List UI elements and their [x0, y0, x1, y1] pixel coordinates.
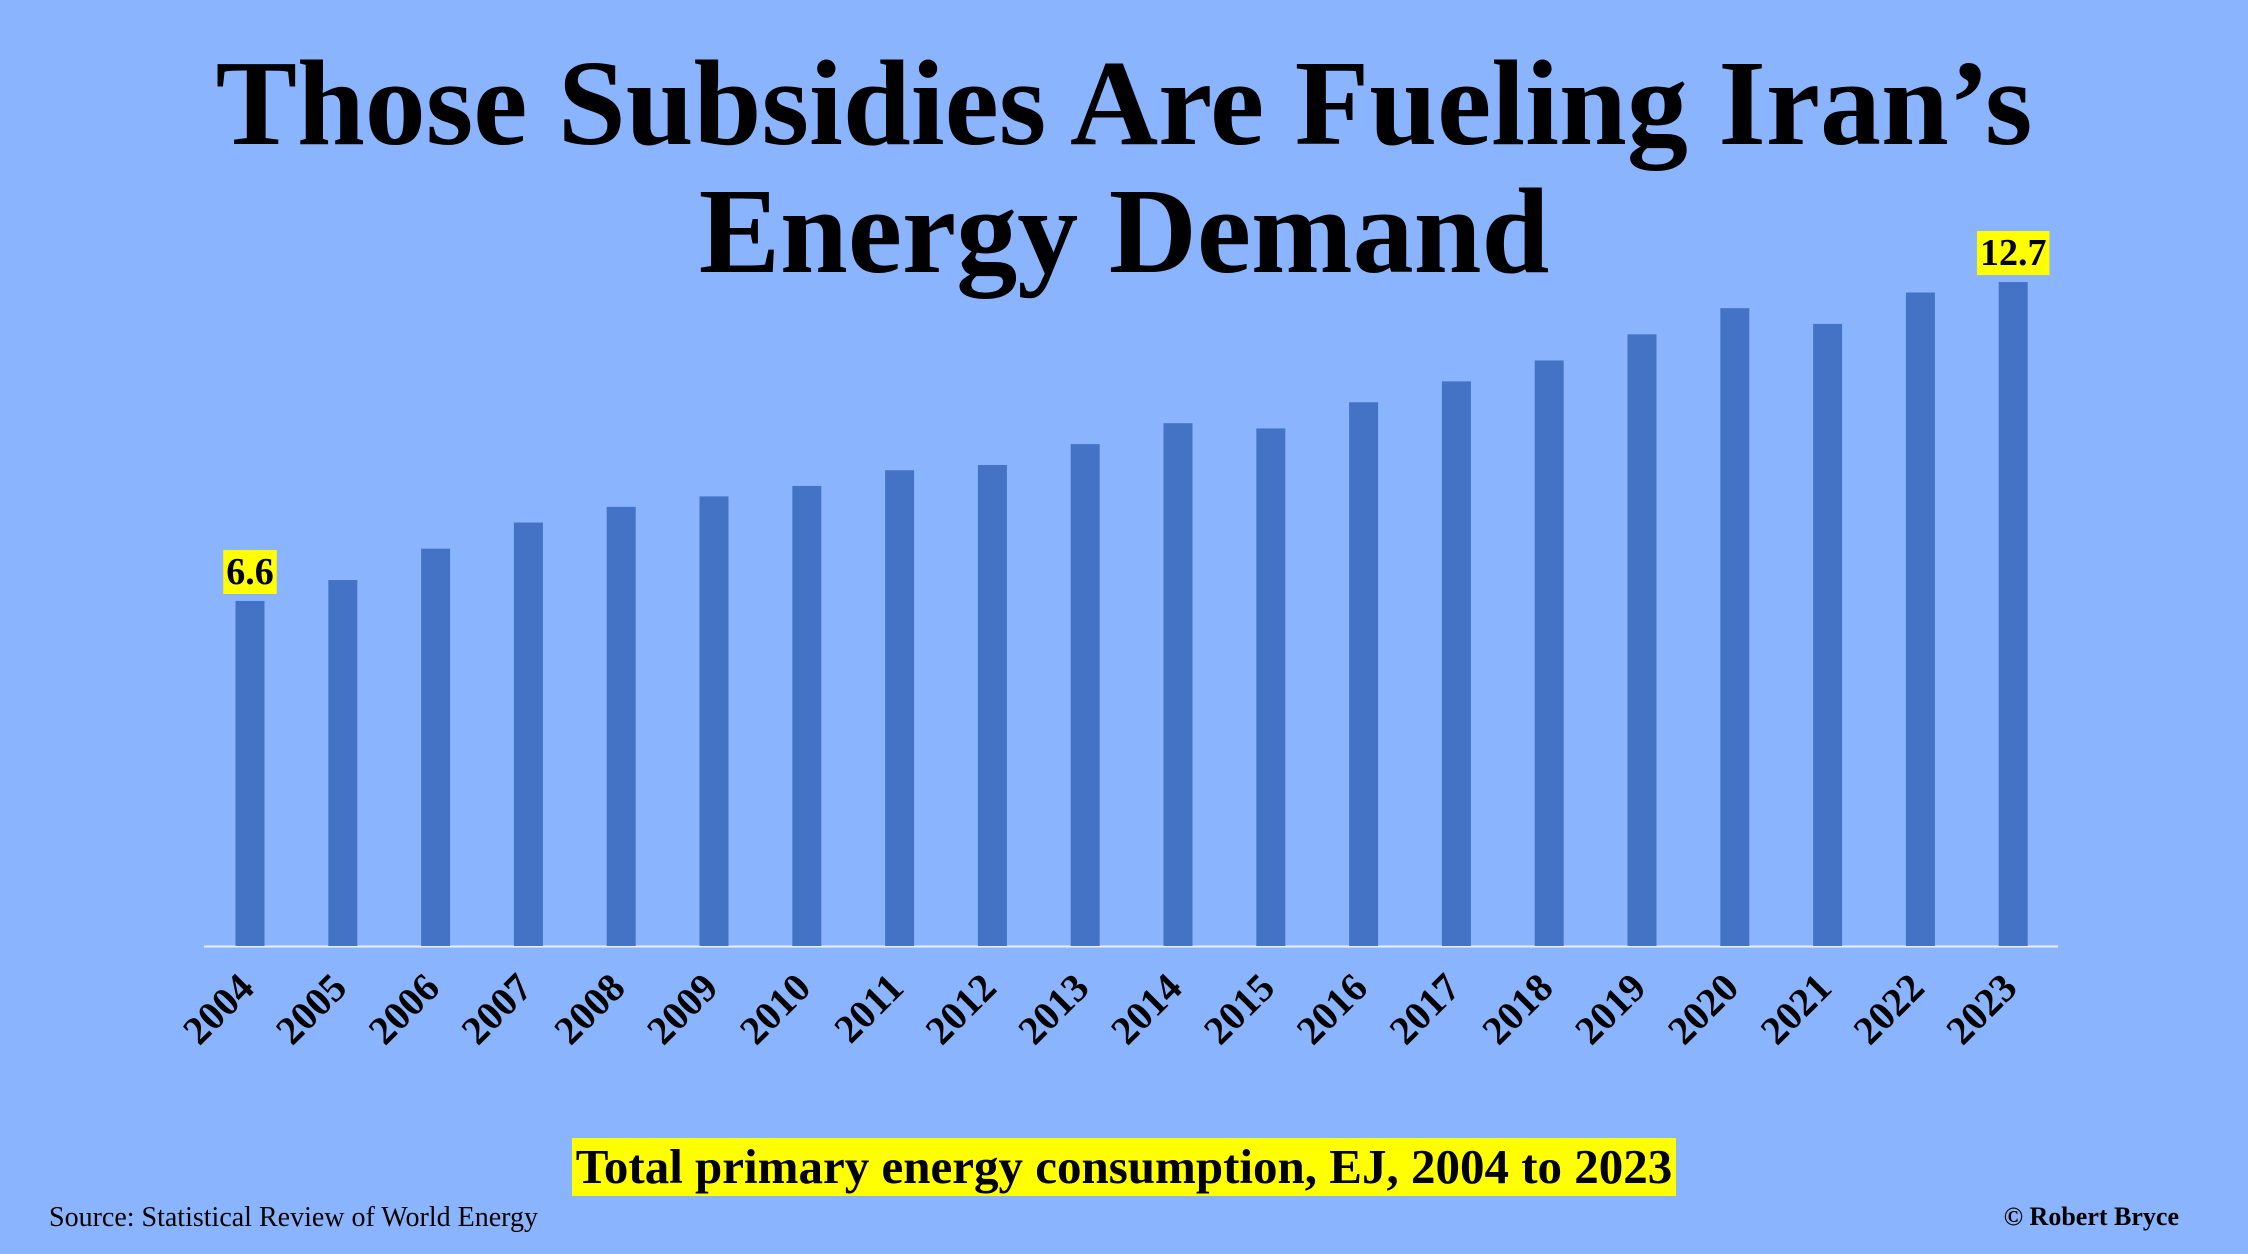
bar-2009: [699, 496, 729, 946]
bar-2011: [885, 470, 915, 946]
bar-2014: [1163, 423, 1193, 946]
bar-2008: [606, 506, 636, 946]
bar-2016: [1349, 402, 1379, 946]
x-tick-label-2022: 2022: [1844, 965, 1932, 1053]
x-tick-label-2009: 2009: [638, 965, 726, 1053]
bar-2020: [1720, 308, 1750, 946]
svg-text:12.7: 12.7: [1980, 232, 2047, 274]
x-tick-label-2017: 2017: [1380, 965, 1468, 1053]
title-line-2: Energy Demand: [698, 164, 1550, 299]
bar-2013: [1070, 444, 1100, 946]
x-tick-label-2004: 2004: [174, 965, 262, 1053]
bar-2012: [977, 465, 1007, 946]
x-tick-label-2016: 2016: [1288, 965, 1376, 1053]
chart-subtitle: Total primary energy consumption, EJ, 20…: [571, 1138, 1677, 1196]
bar-2018: [1534, 360, 1564, 946]
bar-2023: [1998, 282, 2028, 946]
x-tick-label-2012: 2012: [916, 965, 1004, 1053]
x-tick-label-2010: 2010: [731, 965, 819, 1053]
svg-text:6.6: 6.6: [226, 551, 274, 593]
x-tick-label-2019: 2019: [1566, 965, 1654, 1053]
chart-title: Those Subsidies Are Fueling Iran’s Energ…: [0, 40, 2248, 296]
x-tick-label-2018: 2018: [1473, 965, 1561, 1053]
x-tick-label-2006: 2006: [360, 965, 448, 1053]
x-tick-label-2020: 2020: [1659, 965, 1747, 1053]
copyright-credit: © Robert Bryce: [2003, 1202, 2179, 1231]
bar-2017: [1441, 381, 1471, 947]
bar-2022: [1905, 292, 1935, 947]
x-tick-label-2014: 2014: [1102, 965, 1190, 1053]
bar-2010: [792, 485, 822, 946]
x-tick-label-2013: 2013: [1009, 965, 1097, 1053]
bar-2015: [1256, 428, 1286, 946]
bar-2021: [1813, 323, 1843, 946]
x-tick-label-2008: 2008: [545, 965, 633, 1053]
x-tick-label-2021: 2021: [1752, 965, 1840, 1053]
x-tick-label-2007: 2007: [452, 965, 540, 1053]
bar-2019: [1627, 334, 1657, 946]
data-label-2004: 6.6: [223, 549, 277, 594]
data-label-2023: 12.7: [1976, 231, 2050, 276]
bar-2007: [513, 522, 543, 946]
x-tick-label-2023: 2023: [1937, 965, 2025, 1053]
bar-2005: [328, 580, 358, 946]
x-tick-label-2011: 2011: [825, 965, 912, 1052]
x-tick-label-2005: 2005: [267, 965, 355, 1053]
source-note: Source: Statistical Review of World Ener…: [49, 1202, 538, 1233]
bar-2004: [235, 600, 265, 946]
bar-2006: [421, 548, 451, 946]
title-line-1: Those Subsidies Are Fueling Iran’s: [215, 36, 2033, 171]
x-tick-label-2015: 2015: [1195, 965, 1283, 1053]
